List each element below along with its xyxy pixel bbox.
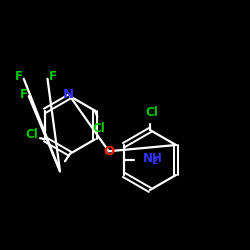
Text: Cl: Cl bbox=[145, 106, 158, 119]
Text: F: F bbox=[20, 88, 28, 102]
Text: F: F bbox=[15, 70, 23, 83]
Text: NH: NH bbox=[143, 152, 163, 166]
Text: Cl: Cl bbox=[25, 128, 38, 141]
Text: F: F bbox=[48, 70, 56, 83]
Text: N: N bbox=[63, 88, 74, 102]
Text: Cl: Cl bbox=[92, 122, 105, 134]
Text: 2: 2 bbox=[151, 157, 157, 166]
Text: O: O bbox=[103, 145, 115, 158]
